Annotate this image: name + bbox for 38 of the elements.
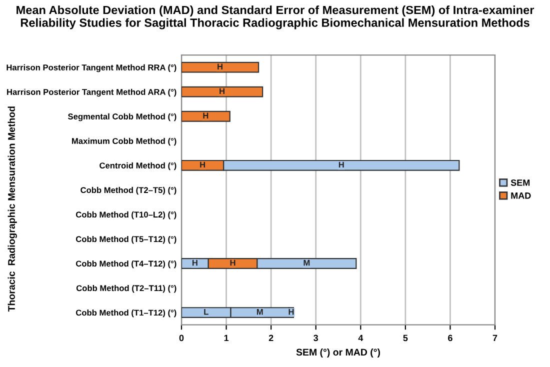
x-tick-label: 7 <box>492 334 498 342</box>
y-tick-label: Cobb Method (T10–L2) (°) <box>76 211 176 220</box>
y-tick-label: Cobb Method (T5–T12) (°) <box>76 236 176 244</box>
data-label: M <box>256 308 263 315</box>
y-tick-label: Harrison Posterior Tangent Method ARA (°) <box>7 88 176 97</box>
x-tick-label: 6 <box>448 334 452 342</box>
y-tick-label: Cobb Method (T2–T5) (°) <box>80 186 176 195</box>
bar <box>182 110 230 122</box>
x-tick-label: 2 <box>268 334 274 342</box>
data-label: L <box>204 308 208 315</box>
y-tick-label: Segmental Cobb Method (°) <box>68 113 176 122</box>
x-tick-label: 0 <box>179 334 184 342</box>
data-label: H <box>230 260 236 266</box>
data-label: H <box>192 260 198 266</box>
y-tick-label: Maximum Cobb Method (°) <box>72 138 176 146</box>
data-label: H <box>218 64 222 70</box>
data-label: H <box>288 308 294 315</box>
legend-label: SEM <box>510 179 530 186</box>
data-label: H <box>338 162 344 168</box>
data-label: H <box>203 112 208 119</box>
data-label: H <box>200 162 205 168</box>
legend-label: MAD <box>511 192 531 199</box>
bar <box>182 86 264 98</box>
y-axis-title: Thoracic Radiographic Mensuration Method <box>8 106 17 312</box>
x-tick-label: 4 <box>358 334 364 342</box>
x-tick-label: 1 <box>224 334 229 342</box>
chart-title: Mean Absolute Deviation (MAD) and Standard Error of Measurement (SEM) of Intra-examiner Reliability Studies for Sagittal Thoracic Radiographic Biomechanical Mensuration Methods <box>16 6 534 30</box>
x-tick-label: 5 <box>403 334 408 342</box>
data-label: H <box>220 88 224 94</box>
x-axis-title: SEM (°) or MAD (°) <box>296 348 380 358</box>
x-tick-label: 3 <box>314 334 318 342</box>
bar <box>182 62 260 73</box>
data-label: M <box>304 260 310 266</box>
y-tick-label: Cobb Method (T1–T12) (°) <box>76 310 176 318</box>
y-tick-label: Centroid Method (°) <box>100 162 176 170</box>
y-tick-label: Cobb Method (T4–T12) (°) <box>76 260 176 268</box>
y-tick-label: Harrison Posterior Tangent Method RRA (°) <box>6 64 176 72</box>
y-tick-label: Cobb Method (T2–T11) (°) <box>76 284 176 293</box>
